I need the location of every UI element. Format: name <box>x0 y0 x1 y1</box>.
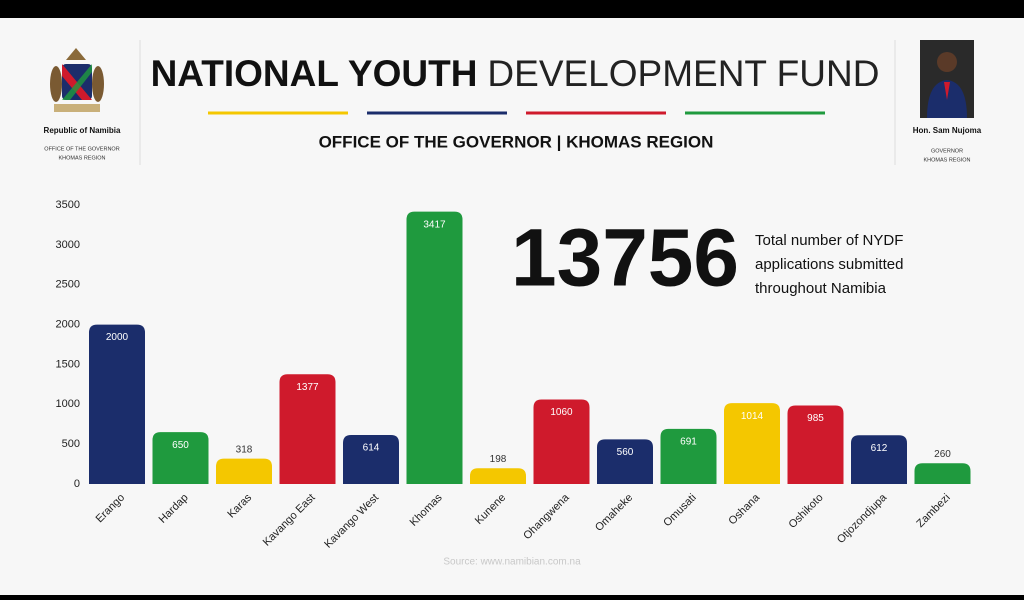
y-tick-label: 0 <box>74 478 80 490</box>
y-tick-label: 3000 <box>56 239 80 251</box>
background <box>0 18 1024 595</box>
value-label: 650 <box>172 440 189 451</box>
value-label: 2000 <box>106 332 129 343</box>
right-name: Hon. Sam Nujoma <box>913 126 982 135</box>
bar <box>533 399 590 484</box>
stat-text: throughout Namibia <box>755 280 887 297</box>
y-tick-label: 3500 <box>56 199 80 211</box>
value-label: 560 <box>617 447 634 458</box>
bar <box>914 463 971 484</box>
title-light: DEVELOPMENT FUND <box>487 53 879 94</box>
bar <box>279 374 336 484</box>
stat-text: applications submitted <box>755 256 903 273</box>
title-bold: NATIONAL YOUTH <box>151 53 478 94</box>
value-label: 1060 <box>550 407 573 418</box>
coat-of-arms <box>50 48 104 112</box>
value-label: 260 <box>934 449 951 460</box>
right-line: KHOMAS REGION <box>923 157 970 163</box>
value-label: 985 <box>807 413 824 424</box>
bar <box>724 403 780 484</box>
value-label: 198 <box>490 454 507 465</box>
y-tick-label: 1500 <box>56 358 80 370</box>
y-tick-label: 1000 <box>56 398 80 410</box>
bar <box>597 439 653 484</box>
bar <box>660 428 717 484</box>
stat-text: Total number of NYDF <box>755 232 903 249</box>
right-line: GOVERNOR <box>931 148 963 154</box>
left-line: KHOMAS REGION <box>58 155 105 161</box>
subtitle: OFFICE OF THE GOVERNOR | KHOMAS REGION <box>319 132 714 151</box>
y-tick-label: 2500 <box>56 279 80 291</box>
value-label: 614 <box>363 443 380 454</box>
bar <box>152 432 209 484</box>
stat-value: 13756 <box>511 213 739 304</box>
value-label: 318 <box>236 444 253 455</box>
left-line: OFFICE OF THE GOVERNOR <box>44 146 119 152</box>
y-tick-label: 2000 <box>56 318 80 330</box>
value-label: 1014 <box>741 411 764 422</box>
bar <box>787 405 844 484</box>
value-label: 691 <box>680 437 697 448</box>
bar <box>406 211 463 485</box>
bar <box>343 435 399 484</box>
y-tick-label: 500 <box>62 438 80 450</box>
source: Source: www.namibian.com.na <box>443 557 581 568</box>
bar <box>216 458 272 484</box>
value-label: 612 <box>871 443 888 454</box>
portrait <box>920 40 974 118</box>
value-label: 3417 <box>423 219 446 230</box>
bar <box>851 435 907 484</box>
bar <box>89 324 145 484</box>
value-label: 1377 <box>296 382 319 393</box>
title: NATIONAL YOUTH DEVELOPMENT FUND <box>151 53 880 94</box>
left-name: Republic of Namibia <box>44 126 121 135</box>
bar <box>470 468 526 484</box>
